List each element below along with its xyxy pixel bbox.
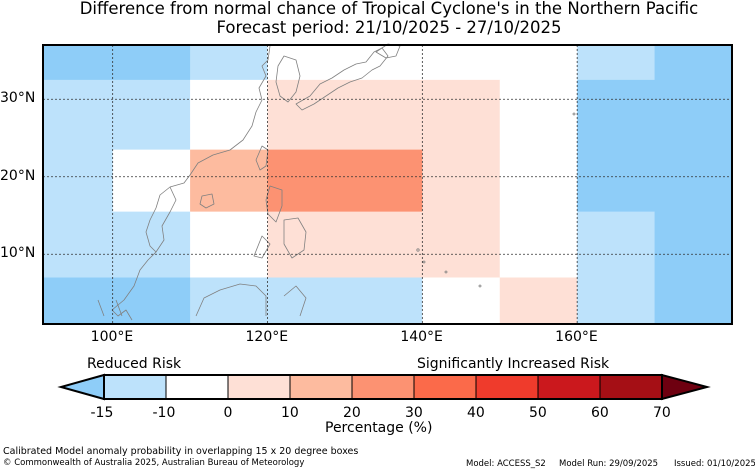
colorbar-over-arrow — [661, 373, 711, 401]
grid-cell — [267, 277, 423, 325]
grid-cell — [577, 149, 656, 213]
model-name: Model: ACCESS_S2 — [466, 459, 546, 469]
latitude-label: 20°N — [0, 167, 36, 184]
grid-cell — [654, 149, 733, 213]
colorbar-tick-label: 30 — [405, 405, 423, 421]
grid-cell — [654, 45, 733, 81]
colorbar-bin — [537, 374, 601, 400]
copyright: © Commonwealth of Australia 2025, Austra… — [3, 458, 305, 468]
grid-cell — [267, 211, 501, 278]
reduced-risk-label: Reduced Risk — [87, 356, 182, 372]
method-note: Calibrated Model anomaly probability in … — [3, 446, 359, 457]
colorbar-tick-label: 10 — [281, 405, 299, 421]
colorbar-tick-label: 20 — [343, 405, 361, 421]
grid-cell — [267, 149, 423, 213]
colorbar-bin — [475, 374, 539, 400]
colorbar-tick-label: 70 — [653, 405, 671, 421]
graticule — [43, 45, 732, 324]
grid-cell — [577, 45, 656, 81]
colorbar-tick-label: 50 — [529, 405, 547, 421]
colorbar-tick-label: 40 — [467, 405, 485, 421]
longitude-label: 140°E — [400, 329, 443, 345]
grid-cell — [43, 79, 114, 151]
colorbar-under-arrow — [57, 373, 105, 401]
forecast-period: Forecast period: 21/10/2025 - 27/10/2025 — [216, 18, 562, 37]
colorbar-tick-label: 60 — [591, 405, 609, 421]
grid-cell — [422, 149, 501, 213]
grid-cell — [190, 79, 269, 151]
grid-cell — [112, 149, 191, 213]
grid-cell — [43, 45, 191, 81]
grid-cell — [499, 211, 578, 278]
longitude-label: 160°E — [555, 329, 598, 345]
grid-cell — [190, 211, 269, 278]
grid-cell — [43, 149, 114, 213]
grid-cell — [577, 79, 656, 151]
longitude-label: 120°E — [245, 329, 289, 345]
colorbar-frame — [103, 374, 663, 400]
grid-cell — [112, 79, 191, 151]
grid-cell — [654, 211, 733, 278]
anomaly-grid — [43, 45, 733, 325]
grid-cell — [577, 211, 656, 278]
issued-date: Issued: 01/10/2025 — [674, 459, 755, 469]
colorbar-bin — [103, 374, 167, 400]
grid-cell — [43, 211, 114, 278]
grid-cell — [499, 79, 578, 151]
grid-cell — [422, 277, 501, 325]
grid-cell — [267, 79, 501, 151]
latitude-label: 10°N — [0, 245, 36, 262]
colorbar — [57, 373, 711, 401]
grid-cell — [190, 277, 269, 325]
increased-risk-label: Significantly Increased Risk — [417, 356, 610, 372]
chart-title: Difference from normal chance of Tropica… — [79, 0, 699, 18]
colorbar-axis-label: Percentage (%) — [325, 420, 433, 436]
colorbar-bin — [227, 374, 291, 400]
colorbar-bin — [165, 374, 229, 400]
grid-cell — [190, 45, 269, 81]
latitude-label: 30°N — [0, 90, 36, 107]
colorbar-bin — [413, 374, 477, 400]
model-run-date: Model Run: 29/09/2025 — [559, 459, 659, 469]
grid-cell — [654, 79, 733, 151]
colorbar-tick-label: -10 — [152, 405, 176, 421]
grid-cell — [499, 149, 578, 213]
colorbar-bin — [289, 374, 353, 400]
grid-cell — [654, 277, 733, 325]
map-frame — [42, 44, 733, 325]
colorbar-tick-label: 0 — [223, 405, 233, 421]
grid-cell — [577, 277, 656, 325]
grid-cell — [112, 211, 191, 278]
colorbar-bin — [599, 374, 663, 400]
colorbar-tick-label: -15 — [90, 405, 114, 421]
longitude-label: 100°E — [90, 329, 134, 345]
coastline — [97, 43, 576, 321]
grid-cell — [499, 277, 578, 325]
colorbar-bin — [351, 374, 415, 400]
